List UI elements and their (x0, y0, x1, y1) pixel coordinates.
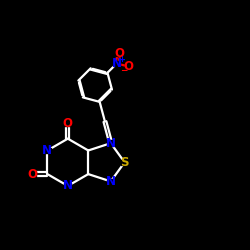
Bar (113, 61, 120, 66)
Bar (107, 140, 114, 146)
Text: N: N (42, 144, 52, 157)
Text: N: N (106, 137, 116, 150)
Bar (29, 171, 36, 177)
Bar (64, 120, 71, 126)
Text: O: O (63, 117, 73, 130)
Text: O: O (28, 168, 38, 180)
Bar (121, 160, 128, 165)
Text: N: N (106, 175, 116, 188)
Text: −: − (120, 66, 127, 75)
Bar (44, 148, 51, 153)
Bar (124, 64, 132, 69)
Text: S: S (120, 156, 129, 169)
Text: O: O (114, 46, 124, 60)
Text: N: N (63, 180, 73, 192)
Text: O: O (123, 60, 133, 73)
Text: +: + (118, 55, 124, 64)
Bar (64, 183, 71, 189)
Bar (116, 50, 123, 56)
Bar (107, 179, 114, 184)
Text: N: N (112, 57, 122, 70)
